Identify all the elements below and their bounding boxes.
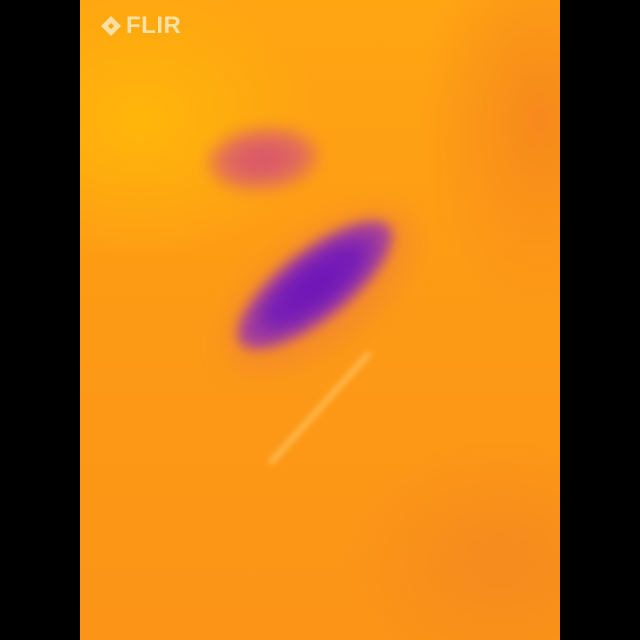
flir-logo: FLIR — [100, 12, 181, 40]
flir-logo-text: FLIR — [126, 12, 182, 39]
cool-spot-upper — [205, 122, 321, 196]
thermal-image: FLIR — [80, 0, 560, 640]
flir-diamond-logo-icon — [101, 16, 121, 36]
